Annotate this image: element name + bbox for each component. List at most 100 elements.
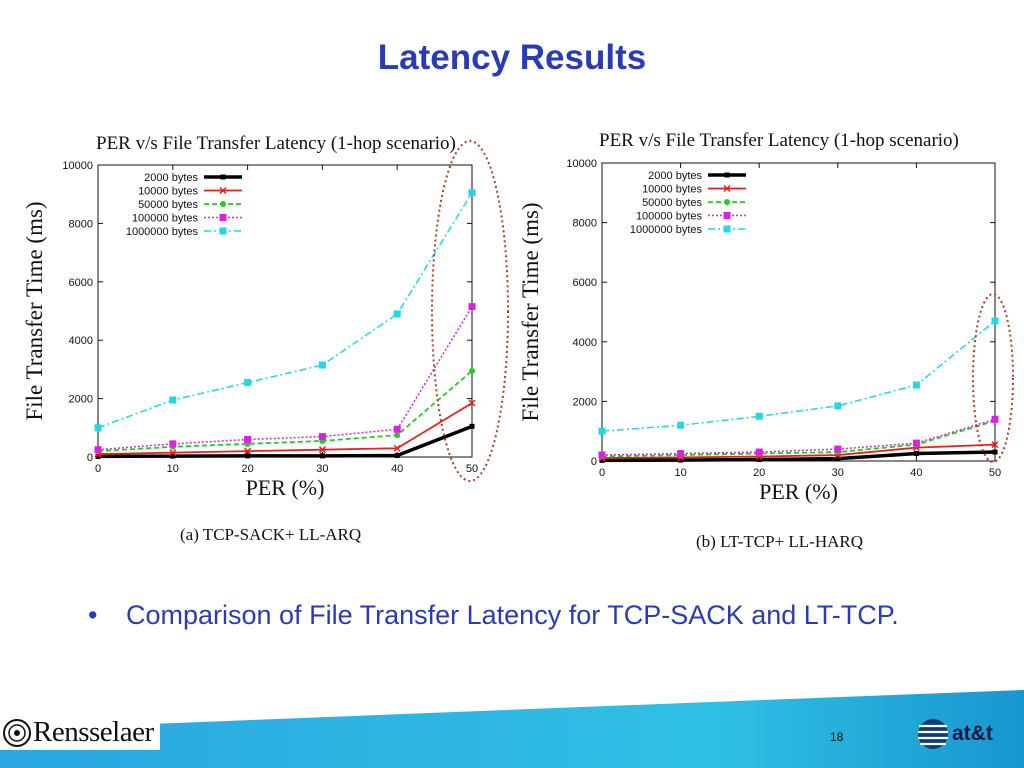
series-line-5 — [601, 320, 996, 432]
data-point — [724, 199, 730, 205]
data-point — [468, 399, 476, 407]
data-point — [598, 451, 606, 459]
att-wordmark: at&t — [952, 722, 993, 745]
y-tick-label: 10000 — [62, 160, 93, 172]
y-tick-label: 6000 — [573, 277, 597, 289]
data-point — [219, 186, 227, 195]
rensselaer-logo — [0, 716, 160, 750]
data-point — [318, 446, 326, 454]
data-point-stroke — [393, 444, 401, 452]
data-point — [991, 317, 999, 325]
y-tick-label: 8000 — [69, 218, 93, 230]
data-point-stroke — [219, 186, 227, 195]
x-tick-label: 50 — [466, 463, 478, 475]
x-tick-label: 10 — [167, 463, 179, 475]
data-point — [835, 456, 841, 462]
data-point — [220, 174, 226, 180]
data-point — [755, 412, 763, 420]
data-point-stroke — [169, 449, 177, 457]
data-point — [94, 446, 102, 454]
series-line-2 — [97, 402, 473, 455]
data-point — [834, 445, 842, 453]
data-point — [912, 381, 920, 389]
data-point — [220, 201, 226, 207]
data-point — [677, 450, 685, 458]
series-line-3 — [601, 419, 996, 458]
data-point — [723, 212, 731, 219]
y-tick-label: 4000 — [69, 335, 93, 347]
series-line-5 — [97, 192, 473, 429]
data-point — [244, 379, 252, 387]
y-tick-label: 0 — [591, 456, 597, 468]
x-tick-label: 20 — [753, 467, 765, 479]
legend-label: 100000 bytes — [132, 213, 199, 225]
x-tick-label: 40 — [910, 467, 922, 479]
x-tick-label: 30 — [316, 463, 328, 475]
data-point — [169, 440, 177, 448]
legend-label: 100000 bytes — [636, 211, 703, 223]
footer-swoosh — [0, 690, 1024, 768]
y-tick-label: 0 — [87, 452, 93, 464]
data-point — [468, 189, 476, 197]
data-point — [991, 441, 999, 449]
highlight-ellipse — [972, 293, 1014, 463]
data-point — [756, 457, 762, 463]
data-point-stroke — [723, 184, 731, 193]
x-tick-label: 10 — [674, 467, 686, 479]
y-axis-label: File Transfer Time (ms) — [520, 202, 543, 421]
y-tick-label: 10000 — [566, 158, 597, 170]
data-point — [169, 449, 177, 457]
chart-svg-0: PER v/s File Transfer Latency (1-hop sce… — [22, 133, 509, 544]
rensselaer-wordmark: Rensselaer — [33, 716, 154, 748]
data-point — [677, 421, 685, 429]
data-point — [599, 457, 605, 463]
x-axis-label: PER (%) — [246, 475, 325, 500]
data-point — [723, 184, 731, 193]
x-tick-label: 0 — [599, 467, 605, 479]
data-point — [244, 435, 252, 443]
legend-label: 10000 bytes — [138, 186, 198, 198]
chart-title: PER v/s File Transfer Latency (1-hop sce… — [599, 130, 959, 151]
legend-label: 1000000 bytes — [126, 226, 199, 238]
data-point — [394, 432, 401, 439]
x-tick-label: 40 — [391, 463, 403, 475]
data-point — [468, 303, 476, 311]
data-point — [170, 453, 176, 459]
highlight-ellipse — [431, 140, 509, 482]
data-point — [469, 423, 475, 429]
x-tick-label: 0 — [95, 463, 101, 475]
data-point — [219, 227, 227, 235]
data-point-stroke — [468, 399, 476, 407]
data-point — [219, 214, 227, 221]
legend-label: 1000000 bytes — [630, 224, 703, 236]
data-point-stroke — [244, 447, 252, 455]
series-line-4 — [601, 418, 996, 456]
data-point — [678, 457, 684, 463]
y-tick-label: 6000 — [69, 277, 93, 289]
data-point — [755, 448, 763, 456]
data-point — [991, 415, 999, 423]
data-point — [598, 427, 606, 435]
y-tick-label: 2000 — [69, 394, 93, 406]
data-point — [394, 453, 400, 459]
data-point — [992, 449, 998, 455]
chart-caption: (a) TCP-SACK+ LL-ARQ — [180, 525, 361, 544]
series-line-3 — [97, 370, 473, 453]
data-point — [393, 425, 401, 433]
slide-title: Latency Results — [377, 38, 647, 77]
data-point — [169, 396, 177, 404]
series-line-2 — [601, 443, 996, 459]
data-point — [94, 424, 102, 432]
data-point — [393, 310, 401, 318]
plot-frame — [601, 162, 996, 462]
data-point — [318, 361, 326, 369]
x-tick-label: 30 — [832, 467, 844, 479]
data-point — [95, 453, 101, 459]
legend-label: 2000 bytes — [144, 172, 198, 184]
data-point — [318, 433, 326, 441]
x-tick-label: 20 — [241, 463, 253, 475]
bullet-dot: • — [88, 600, 98, 630]
data-point — [913, 451, 919, 457]
series-line-1 — [97, 424, 473, 459]
data-point — [244, 447, 252, 455]
